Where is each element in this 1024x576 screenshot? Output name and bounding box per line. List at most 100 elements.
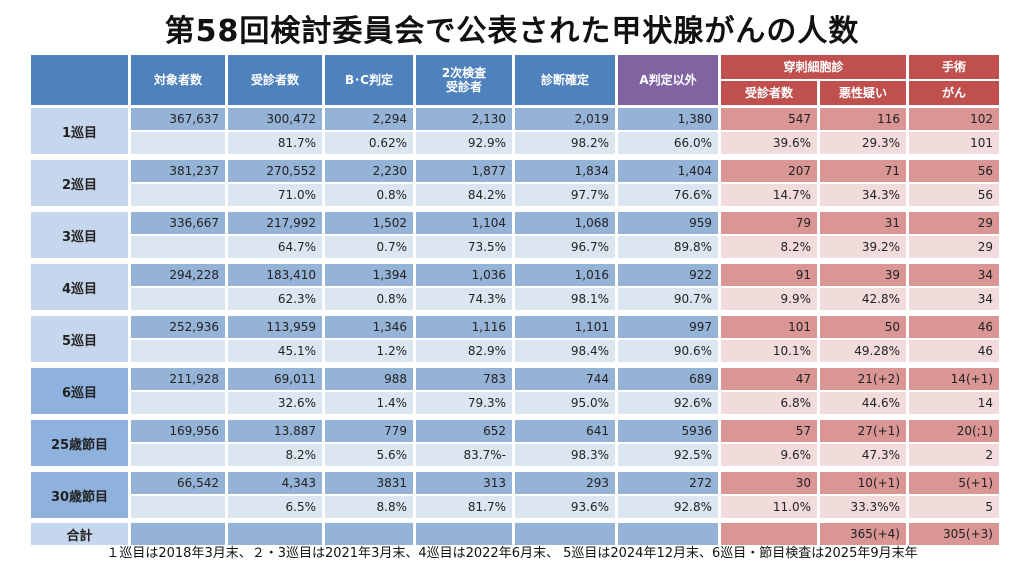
table-cell-rate: 92.8% [618, 496, 718, 518]
table-cell-rate: 93.6% [515, 496, 615, 518]
table-cell-count: 1,101 [515, 316, 615, 338]
row-label: 3巡目 [31, 212, 128, 258]
header-fna-examined: 受診者数 [721, 81, 817, 105]
table-cell-count: 1,380 [618, 108, 718, 130]
table-cell-rate: 1.2% [325, 340, 413, 362]
table-cell-count: 2,130 [416, 108, 512, 130]
row-label: 2巡目 [31, 160, 128, 206]
table-cell-count: 91 [721, 264, 817, 286]
table-cell-count: 183,410 [228, 264, 322, 286]
table-cell-rate: 10.1% [721, 340, 817, 362]
table-cell-count: 5936 [618, 420, 718, 442]
table-cell-count: 3831 [325, 472, 413, 494]
table-cell-count: 10(+1) [820, 472, 906, 494]
table-cell-rate: 8.2% [721, 236, 817, 258]
table-cell-rate: 97.7% [515, 184, 615, 206]
table-cell-count: 207 [721, 160, 817, 182]
table-cell-rate: 83.7%- [416, 444, 512, 466]
table-cell-rate: 62.3% [228, 288, 322, 310]
table-cell-rate: 90.6% [618, 340, 718, 362]
table-cell-count: 217,992 [228, 212, 322, 234]
table-cell-count: 1,068 [515, 212, 615, 234]
table-cell-count: 313 [416, 472, 512, 494]
table-cell-count: 2,294 [325, 108, 413, 130]
total-cell: 365(+4) [820, 523, 906, 545]
table-cell-count: 300,472 [228, 108, 322, 130]
table-cell-rate [131, 496, 225, 518]
table-cell-rate: 81.7% [228, 132, 322, 154]
footnote: １巡目は2018年3月末、２・3巡目は2021年3月末、4巡目は2022年6月末… [106, 546, 918, 561]
table-cell-count: 14(+1) [909, 368, 999, 390]
table-cell-rate [131, 444, 225, 466]
table-cell-count: 46 [909, 316, 999, 338]
table-cell-rate: 2 [909, 444, 999, 466]
table-cell-count: 1,036 [416, 264, 512, 286]
table-cell-rate: 79.3% [416, 392, 512, 414]
table-cell-count: 783 [416, 368, 512, 390]
table-cell-count: 779 [325, 420, 413, 442]
table-cell-count: 381,237 [131, 160, 225, 182]
table-cell-count: 1,016 [515, 264, 615, 286]
table-cell-count: 34 [909, 264, 999, 286]
row-label: 1巡目 [31, 108, 128, 154]
table-cell-rate: 42.8% [820, 288, 906, 310]
table-cell-rate: 96.7% [515, 236, 615, 258]
header-surgery-group: 手術 [909, 55, 999, 79]
table-cell-rate: 29 [909, 236, 999, 258]
table-cell-rate: 34 [909, 288, 999, 310]
table-cell-count: 922 [618, 264, 718, 286]
row-label: 6巡目 [31, 368, 128, 414]
table-cell-rate: 14.7% [721, 184, 817, 206]
table-cell-count: 56 [909, 160, 999, 182]
table-cell-count: 1,404 [618, 160, 718, 182]
table-cell-rate [131, 184, 225, 206]
table-cell-rate: 1.4% [325, 392, 413, 414]
table-cell-rate: 90.7% [618, 288, 718, 310]
table-cell-count: 272 [618, 472, 718, 494]
table-cell-count: 2,019 [515, 108, 615, 130]
table-cell-count: 5(+1) [909, 472, 999, 494]
table-cell-rate: 92.6% [618, 392, 718, 414]
table-cell-count: 2,230 [325, 160, 413, 182]
table-cell-rate: 101 [909, 132, 999, 154]
table-cell-rate: 39.2% [820, 236, 906, 258]
total-label: 合計 [31, 523, 128, 545]
table-cell-rate: 66.0% [618, 132, 718, 154]
table-cell-rate: 82.9% [416, 340, 512, 362]
table-cell-rate: 46 [909, 340, 999, 362]
total-cell [416, 523, 512, 545]
table-cell-rate: 92.5% [618, 444, 718, 466]
table-cell-rate: 8.8% [325, 496, 413, 518]
table-cell-count: 39 [820, 264, 906, 286]
table-cell-rate: 0.62% [325, 132, 413, 154]
table-cell-count: 744 [515, 368, 615, 390]
row-label: 5巡目 [31, 316, 128, 362]
total-cell [721, 523, 817, 545]
table-cell-rate: 34.3% [820, 184, 906, 206]
table-cell-count: 1,502 [325, 212, 413, 234]
table-cell-rate: 98.4% [515, 340, 615, 362]
table-cell-count: 293 [515, 472, 615, 494]
header-second: 2次検査 受診者 [416, 55, 512, 105]
table-cell-rate [131, 288, 225, 310]
table-cell-count: 1,104 [416, 212, 512, 234]
total-cell [515, 523, 615, 545]
table-cell-rate: 32.6% [228, 392, 322, 414]
total-cell [131, 523, 225, 545]
table-cell-rate: 44.6% [820, 392, 906, 414]
table-cell-count: 997 [618, 316, 718, 338]
table-cell-rate: 29.3% [820, 132, 906, 154]
total-cell [228, 523, 322, 545]
table-cell-rate: 73.5% [416, 236, 512, 258]
header-surgery-cancer: がん [909, 81, 999, 105]
table-cell-count: 21(+2) [820, 368, 906, 390]
table-cell-count: 641 [515, 420, 615, 442]
table-cell-count: 57 [721, 420, 817, 442]
table-cell-rate: 98.1% [515, 288, 615, 310]
header-fna-group: 穿刺細胞診 [721, 55, 906, 79]
table-cell-count: 31 [820, 212, 906, 234]
table-cell-rate: 71.0% [228, 184, 322, 206]
header-examined: 受診者数 [228, 55, 322, 105]
table-cell-rate [131, 392, 225, 414]
table-cell-rate: 95.0% [515, 392, 615, 414]
